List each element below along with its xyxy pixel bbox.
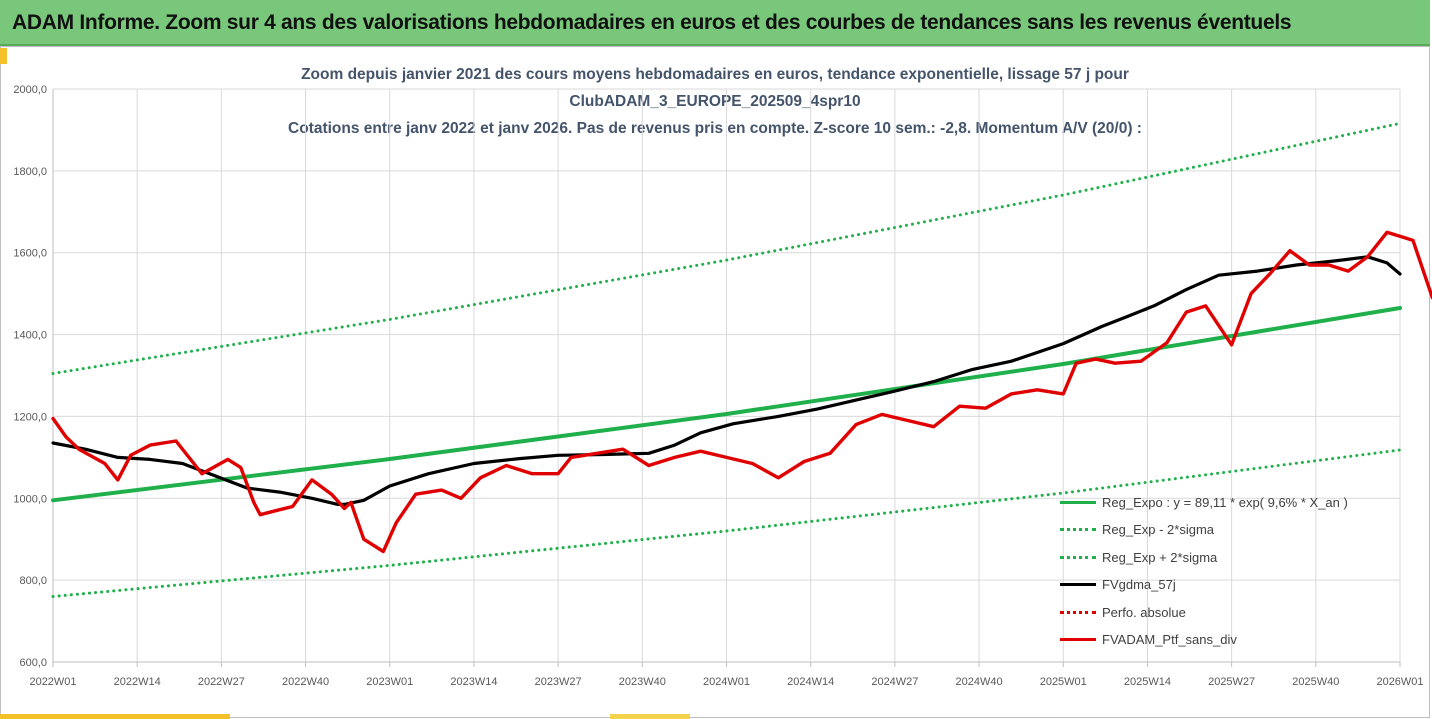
legend-item: FVgdma_57j <box>1060 575 1176 595</box>
x-tick-label: 2024W01 <box>703 676 750 688</box>
chart-grid <box>53 88 1401 662</box>
legend-label: Reg_Exp - 2*sigma <box>1102 522 1214 537</box>
x-tick-label: 2025W01 <box>1040 676 1087 688</box>
legend-item: FVADAM_Ptf_sans_div <box>1060 630 1237 650</box>
x-tick-label: 2023W14 <box>450 676 497 688</box>
accent-bar <box>0 714 230 719</box>
report-title: ADAM Informe. Zoom sur 4 ans des valoris… <box>12 11 1292 34</box>
chart-frame <box>0 46 1430 718</box>
legend-swatch <box>1060 555 1096 559</box>
chart-title-line-3: Cotations entre janv 2022 et janv 2026. … <box>288 120 1142 137</box>
series-line-reg-exp-2-sigma <box>51 448 1402 598</box>
series-line-fvadam-ptf-sans-div <box>51 230 1432 554</box>
x-tick-label: 2024W14 <box>787 676 834 688</box>
report-banner: ADAM Informe. Zoom sur 4 ans des valoris… <box>0 0 1430 46</box>
legend-swatch <box>1060 638 1096 641</box>
y-tick-label: 1200,0 <box>13 411 47 423</box>
x-tick-label: 2025W14 <box>1124 676 1171 688</box>
y-tick-label: 600,0 <box>19 657 47 669</box>
chart-ticks: 600,0 800,0 1000,0 1200,0 1400,0 1600,0 1800,0… <box>13 84 1423 688</box>
legend-swatch <box>1060 610 1096 614</box>
chart-series <box>51 121 1432 598</box>
legend-swatch <box>1060 583 1096 586</box>
legend-label: Reg_Exp + 2*sigma <box>1102 549 1218 565</box>
legend-item: Perfo. absolue <box>1060 602 1186 622</box>
x-tick-label: 2023W40 <box>619 676 666 688</box>
x-tick-label: 2022W14 <box>114 676 161 688</box>
y-tick-label: 1600,0 <box>13 248 47 260</box>
x-tick-label: 2025W27 <box>1208 676 1255 688</box>
legend-swatch <box>1060 528 1096 531</box>
legend-item: Reg_Expo : y = 89,11 * exp( 9,6% * X_an … <box>1060 492 1348 512</box>
legend-label: FVADAM_Ptf_sans_div <box>1102 632 1237 647</box>
legend-item: Reg_Exp + 2*sigma <box>1060 547 1217 567</box>
legend-label: FVgdma_57j <box>1102 577 1176 592</box>
y-tick-label: 2000,0 <box>13 84 47 96</box>
y-tick-label: 800,0 <box>19 575 47 587</box>
chart-title-line-1: Zoom depuis janvier 2021 des cours moyen… <box>301 66 1129 83</box>
x-tick-label: 2024W27 <box>871 676 918 688</box>
x-tick-label: 2024W40 <box>956 676 1003 688</box>
x-tick-label: 2023W01 <box>366 676 413 688</box>
series-line-fvgdma-57j <box>51 255 1402 506</box>
x-tick-label: 2025W40 <box>1292 676 1339 688</box>
y-tick-label: 1400,0 <box>13 330 47 342</box>
x-tick-label: 2026W01 <box>1376 676 1423 688</box>
x-tick-label: 2023W27 <box>535 676 582 688</box>
y-tick-label: 1000,0 <box>13 493 47 505</box>
x-tick-label: 2022W27 <box>198 676 245 688</box>
accent-bar <box>610 714 690 719</box>
legend-label: Reg_Expo : y = 89,11 * exp( 9,6% * X_an … <box>1102 494 1348 510</box>
x-tick-label: 2022W01 <box>29 676 76 688</box>
series-line-reg-exp-2-sigma <box>51 121 1402 375</box>
legend-label: Perfo. absolue <box>1102 604 1186 620</box>
series-line-reg-expo-y-89-11-exp-9-6-x-an <box>51 306 1402 503</box>
legend-item: Reg_Exp - 2*sigma <box>1060 520 1214 540</box>
accent-bar <box>0 48 7 64</box>
x-tick-label: 2022W40 <box>282 676 329 688</box>
chart-axes <box>52 89 1401 667</box>
legend-swatch <box>1060 500 1096 504</box>
y-tick-label: 1800,0 <box>13 166 47 178</box>
